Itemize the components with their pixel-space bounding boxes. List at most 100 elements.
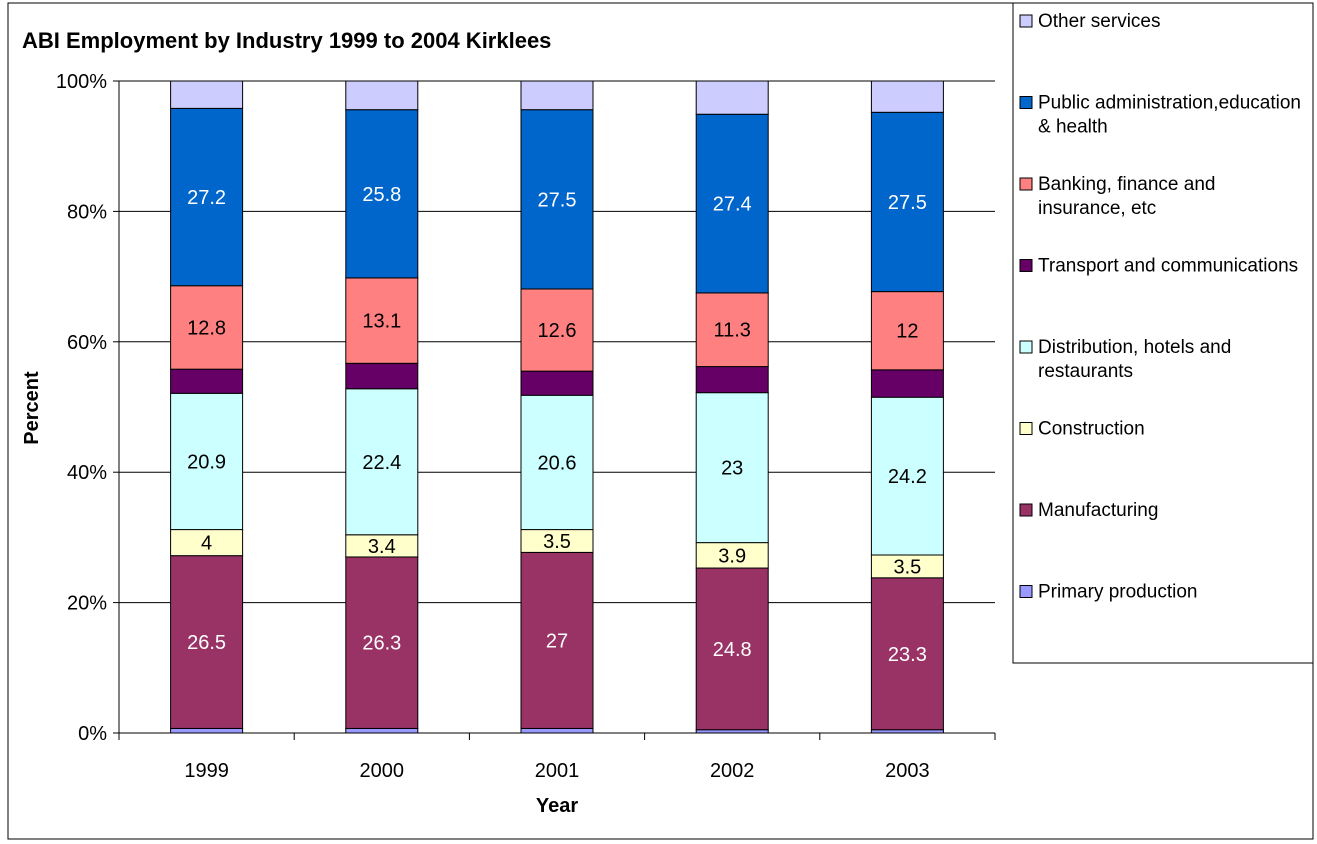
legend-label-other-services: Other services bbox=[1038, 11, 1160, 32]
data-label-banking-finance-and-insurance-etc-2002: 11.3 bbox=[713, 320, 750, 342]
legend-swatch-transport-and-communications bbox=[1019, 259, 1033, 272]
data-label-distribution-hotels-and-restaurants-1999: 20.9 bbox=[187, 451, 226, 473]
legend-label-line: insurance, etc bbox=[1038, 198, 1156, 219]
y-axis-title: Percent bbox=[21, 371, 43, 445]
data-label-manufacturing-2000: 26.3 bbox=[362, 633, 401, 655]
bar-segment-distribution-hotels-and-restaurants-2001 bbox=[520, 394, 594, 531]
legend-label-line: restaurants bbox=[1038, 361, 1133, 382]
y-tick-label: 20% bbox=[67, 593, 107, 615]
legend-label-line: Distribution, hotels and bbox=[1038, 337, 1231, 358]
bars-group: 26.5 4 20.9 12.8 27.2 26.3 3.4 22.4 13.1 25.8 27 3.… bbox=[170, 80, 944, 734]
bar-segment-manufacturing-2003 bbox=[870, 577, 944, 731]
data-label-public-administration-education-health-2002: 27.4 bbox=[713, 194, 752, 216]
data-label-distribution-hotels-and-restaurants-2000: 22.4 bbox=[362, 452, 401, 474]
legend-label-banking-finance-and-insurance-etc: Banking, finance and insurance, etc bbox=[1038, 174, 1215, 219]
bar-segment-other-services-2002 bbox=[695, 80, 769, 115]
data-label-construction-2003: 3.5 bbox=[893, 556, 921, 578]
legend-label-line: Construction bbox=[1038, 419, 1145, 440]
x-tick-label: 2003 bbox=[885, 760, 930, 782]
legend-label-line: Transport and communications bbox=[1038, 256, 1298, 277]
y-tick-label: 40% bbox=[67, 462, 107, 484]
data-label-banking-finance-and-insurance-etc-1999: 12.8 bbox=[187, 317, 226, 339]
axes bbox=[113, 80, 996, 740]
legend-label-line: Banking, finance and bbox=[1038, 174, 1215, 195]
data-label-manufacturing-2001: 27 bbox=[546, 630, 568, 652]
bar-segment-public-administration-education-health-1999 bbox=[170, 107, 244, 287]
bar-segment-public-administration-education-health-2003 bbox=[870, 111, 944, 293]
data-label-public-administration-education-health-1999: 27.2 bbox=[187, 187, 226, 209]
bar-segment-banking-finance-and-insurance-etc-2003 bbox=[870, 291, 944, 371]
x-tick-label: 2001 bbox=[535, 760, 580, 782]
legend-label-line: Manufacturing bbox=[1038, 500, 1158, 521]
data-label-banking-finance-and-insurance-etc-2000: 13.1 bbox=[362, 311, 401, 333]
bar-segment-banking-finance-and-insurance-etc-1999 bbox=[170, 285, 244, 370]
bar-segment-transport-and-communications-2002 bbox=[695, 366, 769, 394]
data-label-banking-finance-and-insurance-etc-2003: 12 bbox=[896, 321, 918, 343]
legend-label-transport-and-communications: Transport and communications bbox=[1038, 256, 1298, 277]
data-label-construction-2001: 3.5 bbox=[543, 531, 571, 553]
x-tick-label: 2002 bbox=[710, 760, 755, 782]
y-tick-label: 60% bbox=[67, 332, 107, 354]
bar-segment-transport-and-communications-1999 bbox=[170, 368, 244, 394]
bar-segment-other-services-2001 bbox=[520, 80, 594, 111]
bar-segment-banking-finance-and-insurance-etc-2002 bbox=[695, 292, 769, 368]
legend-label-distribution-hotels-and-restaurants: Distribution, hotels and restaurants bbox=[1038, 337, 1231, 382]
legend-swatch-other-services bbox=[1019, 14, 1033, 28]
y-tick-label: 80% bbox=[67, 201, 107, 223]
bar-segment-construction-1999 bbox=[170, 529, 244, 557]
y-tick-label: 0% bbox=[78, 723, 107, 745]
bar-segment-banking-finance-and-insurance-etc-2001 bbox=[520, 288, 594, 372]
bar-segment-manufacturing-2000 bbox=[345, 556, 419, 729]
data-label-construction-2002: 3.9 bbox=[718, 545, 746, 567]
bar-segment-distribution-hotels-and-restaurants-2002 bbox=[695, 392, 769, 544]
legend-label-line: & health bbox=[1038, 117, 1108, 138]
bar-segment-public-administration-education-health-2001 bbox=[520, 109, 594, 290]
legend-label-manufacturing: Manufacturing bbox=[1038, 500, 1158, 521]
legend-label-public-administration-education-health: Public administration,education & health bbox=[1038, 93, 1301, 138]
bar-segment-banking-finance-and-insurance-etc-2000 bbox=[345, 277, 419, 364]
legend-box bbox=[1012, 2, 1314, 664]
data-label-manufacturing-2002: 24.8 bbox=[713, 639, 752, 661]
y-tick-label: 100% bbox=[56, 71, 107, 93]
legend-label-construction: Construction bbox=[1038, 419, 1145, 440]
legend-swatch-primary-production bbox=[1019, 585, 1033, 598]
data-label-construction-1999: 4 bbox=[201, 533, 212, 555]
legend-swatch-manufacturing bbox=[1019, 503, 1033, 517]
tick-labels: 0% 20% 40% 60% 80% 100% 1999 2000 2001 2002 2003 bbox=[56, 71, 930, 782]
bar-segment-public-administration-education-health-2002 bbox=[695, 113, 769, 294]
bar-segment-transport-and-communications-2001 bbox=[520, 370, 594, 396]
bar-segment-transport-and-communications-2000 bbox=[345, 362, 419, 390]
bar-segment-other-services-2003 bbox=[870, 80, 944, 113]
bar-segment-manufacturing-1999 bbox=[170, 555, 244, 729]
x-axis-title: Year bbox=[536, 795, 578, 817]
data-label-distribution-hotels-and-restaurants-2003: 24.2 bbox=[888, 466, 927, 488]
legend: Other services Public administration,educ… bbox=[1019, 11, 1301, 603]
x-tick-label: 1999 bbox=[184, 760, 229, 782]
bar-segment-public-administration-education-health-2000 bbox=[345, 109, 419, 279]
data-label-public-administration-education-health-2001: 27.5 bbox=[538, 189, 577, 211]
bar-segment-primary-production-2001 bbox=[520, 727, 594, 734]
chart-title: ABI Employment by Industry 1999 to 2004 … bbox=[22, 28, 551, 53]
data-label-public-administration-education-health-2003: 27.5 bbox=[888, 192, 927, 214]
bar-segment-primary-production-2000 bbox=[345, 727, 419, 734]
data-label-distribution-hotels-and-restaurants-2002: 23 bbox=[721, 458, 743, 480]
legend-label-line: Public administration,education bbox=[1038, 93, 1301, 114]
legend-label-line: Primary production bbox=[1038, 582, 1197, 603]
bar-segment-other-services-2000 bbox=[345, 80, 419, 111]
bar-segment-distribution-hotels-and-restaurants-2003 bbox=[870, 396, 944, 556]
x-tick-label: 2000 bbox=[360, 760, 405, 782]
bar-segment-distribution-hotels-and-restaurants-2000 bbox=[345, 388, 419, 536]
bar-segment-other-services-1999 bbox=[170, 80, 244, 109]
data-label-construction-2000: 3.4 bbox=[368, 536, 396, 558]
legend-swatch-public-administration-education-health bbox=[1019, 96, 1033, 109]
legend-swatch-banking-finance-and-insurance-etc bbox=[1019, 177, 1033, 191]
legend-label-primary-production: Primary production bbox=[1038, 582, 1197, 603]
bar-segment-primary-production-1999 bbox=[170, 727, 244, 734]
bar-segment-manufacturing-2002 bbox=[695, 567, 769, 731]
bar-segment-transport-and-communications-2003 bbox=[870, 369, 944, 398]
legend-label-line: Other services bbox=[1038, 11, 1160, 32]
data-label-banking-finance-and-insurance-etc-2001: 12.6 bbox=[538, 320, 577, 342]
bar-segment-distribution-hotels-and-restaurants-1999 bbox=[170, 392, 244, 531]
